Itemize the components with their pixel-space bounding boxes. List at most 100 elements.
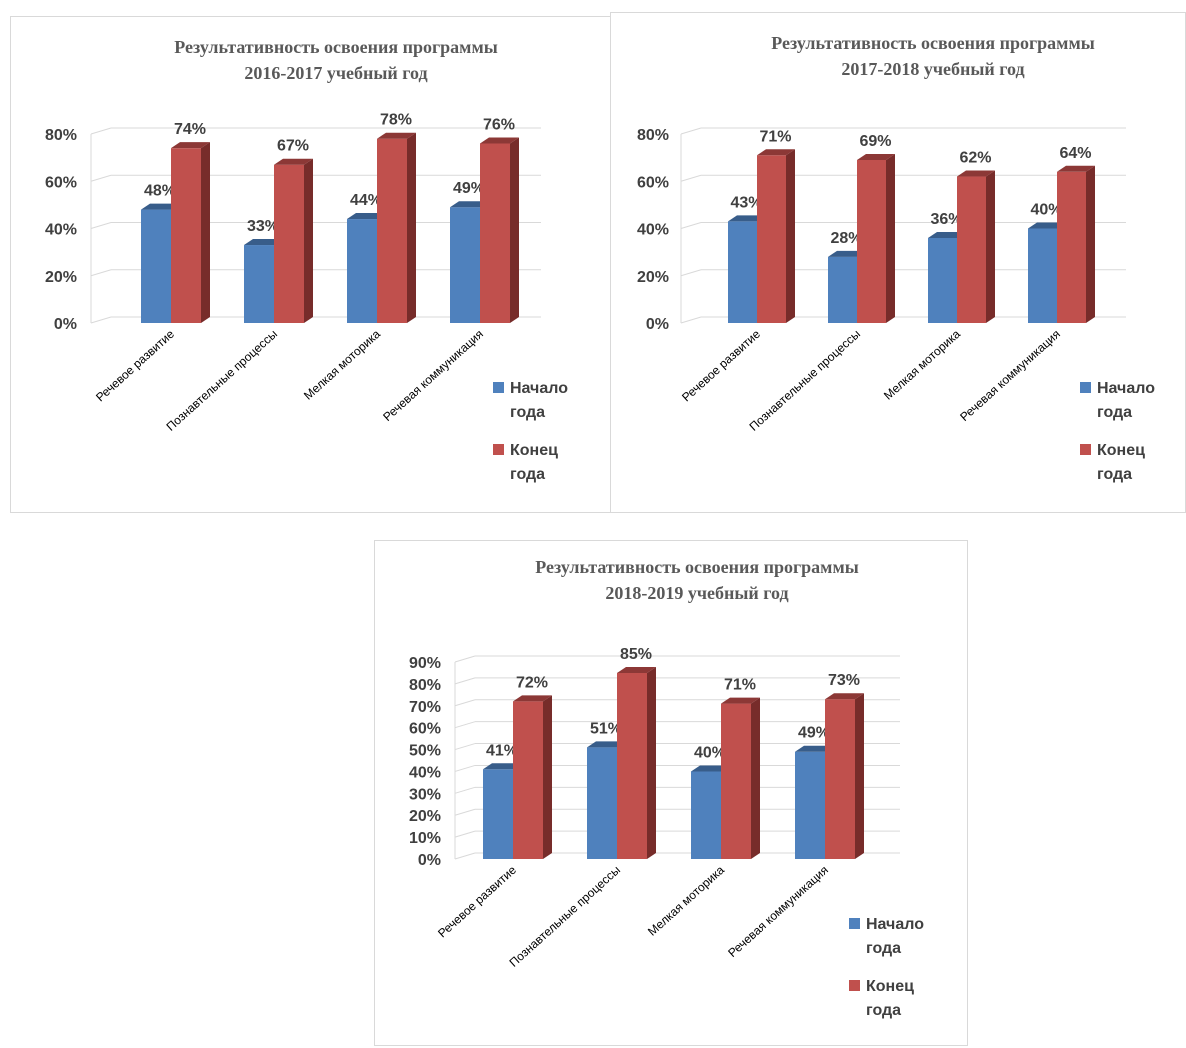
bar-side [304,158,313,323]
category-label: Речевое развитие [435,863,519,941]
gridline-depth [680,316,702,324]
gridline-depth [454,721,476,729]
bar-end-0 [757,149,795,323]
bar-front [828,256,857,323]
bar-top [795,745,834,752]
bar-top [828,250,866,257]
data-label: 44% [350,192,382,209]
legend-swatch [849,918,860,929]
legend-swatch [493,382,504,393]
y-tick-label: 0% [646,316,669,333]
bar-front [483,769,513,859]
y-tick-label: 20% [45,269,77,286]
chart-title-line: 2016-2017 учебный год [244,63,427,83]
bar-chart-2016-2017: Результативность освоения программы 2016-… [45,37,568,483]
data-label: 85% [620,646,652,663]
bar-top [825,693,864,700]
bar-side [855,693,864,859]
data-label: 73% [828,672,860,689]
y-tick-label: 60% [637,174,669,191]
bar-end-1 [857,153,895,323]
bar-end-2 [721,697,760,859]
legend-label: года [1097,466,1132,483]
bar-front [347,219,377,323]
y-tick-label: 70% [409,699,441,716]
bar-top [483,763,522,770]
bar-front [1028,228,1057,323]
legend-label: года [510,466,545,483]
category-label: Мелкая моторика [645,863,727,939]
bar-side [1086,165,1095,323]
y-tick-label: 10% [409,830,441,847]
legend-label: Начало [1097,380,1155,397]
chart-panel-2018-2019: Результативность освоения программы 2018-… [374,540,968,1046]
bar-side [407,132,416,323]
data-label: 36% [930,211,962,228]
gridline-depth [454,677,476,685]
data-label: 62% [959,150,991,167]
legend-swatch [1080,382,1091,393]
bar-side [886,153,895,323]
data-label: 51% [590,720,622,737]
data-label: 43% [730,194,762,211]
data-label: 78% [380,112,412,129]
bar-top [171,142,210,149]
bar-top [274,158,313,165]
gridline-depth [454,830,476,838]
bar-top [347,213,386,220]
bar-end-1 [274,158,313,323]
bar-top [691,765,730,772]
bar-front [721,703,751,859]
gridline-depth [454,764,476,772]
bar-top [757,149,795,156]
bar-side [647,666,656,859]
bar-front [825,699,855,859]
legend-label: Конец [866,978,914,995]
bar-front [274,164,304,323]
legend-swatch [493,444,504,455]
y-tick-label: 30% [409,786,441,803]
bar-side [751,697,760,859]
gridline-depth [454,655,476,663]
bar-front [450,207,480,323]
data-label: 71% [759,128,791,145]
bar-end-2 [377,132,416,323]
bar-top [721,697,760,704]
bar-top [244,239,283,246]
bar-top [857,153,895,160]
gridline-depth [454,808,476,816]
bar-end-0 [513,695,552,859]
gridline-depth [454,786,476,794]
gridline-depth [454,852,476,860]
data-label: 48% [144,183,176,200]
bar-front [757,155,786,323]
data-label: 33% [247,218,279,235]
bar-front [141,209,171,323]
bar-front [617,672,647,859]
category-label: Мелкая моторика [301,327,383,403]
chart-panel-2017-2018: Результативность освоения программы 2017-… [610,12,1186,513]
legend-label: года [866,940,901,957]
data-label: 28% [830,230,862,247]
legend-label: года [866,1002,901,1019]
bar-top [1028,222,1066,229]
legend-swatch [1080,444,1091,455]
bar-front [795,751,825,859]
category-label: Речевая коммуникация [725,863,831,960]
legend-label: Конец [1097,442,1145,459]
gridline-depth [680,222,702,229]
data-label: 67% [277,138,309,155]
category-label: Речевое развитие [679,327,763,405]
y-tick-label: 0% [418,852,441,869]
y-tick-label: 20% [409,808,441,825]
bar-side [510,137,519,323]
data-label: 49% [453,180,485,197]
y-tick-label: 20% [637,269,669,286]
gridline-depth [90,316,112,324]
bar-top [513,695,552,702]
gridline-depth [90,269,112,277]
y-tick-label: 90% [409,655,441,672]
data-label: 41% [486,742,518,759]
category-label: Речевое развитие [93,327,177,405]
bar-front [691,771,721,859]
